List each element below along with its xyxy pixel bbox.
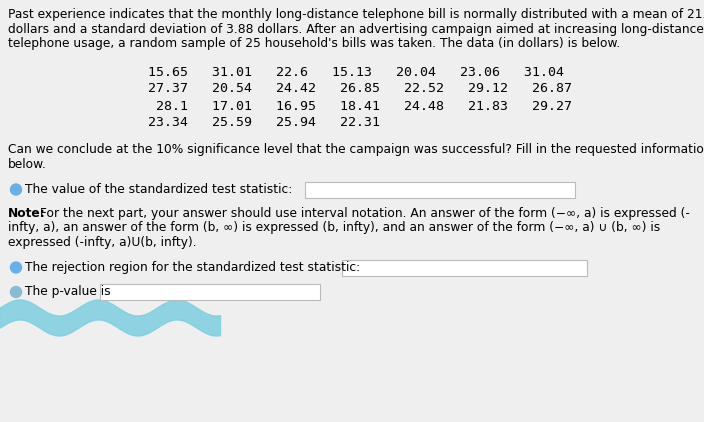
Circle shape bbox=[11, 184, 22, 195]
Circle shape bbox=[11, 287, 22, 298]
Text: Past experience indicates that the monthly long-distance telephone bill is norma: Past experience indicates that the month… bbox=[8, 8, 704, 21]
Text: telephone usage, a random sample of 25 household's bills was taken. The data (in: telephone usage, a random sample of 25 h… bbox=[8, 37, 620, 50]
Bar bbox=[305, 181, 575, 197]
Text: The p-value is: The p-value is bbox=[25, 285, 111, 298]
Text: dollars and a standard deviation of 3.88 dollars. After an advertising campaign : dollars and a standard deviation of 3.88… bbox=[8, 22, 704, 35]
Text: infty, a), an answer of the form (b, ∞) is expressed (b, infty), and an answer o: infty, a), an answer of the form (b, ∞) … bbox=[8, 222, 660, 235]
Text: For the next part, your answer should use interval notation. An answer of the fo: For the next part, your answer should us… bbox=[36, 207, 690, 220]
Text: 28.1   17.01   16.95   18.41   24.48   21.83   29.27: 28.1 17.01 16.95 18.41 24.48 21.83 29.27 bbox=[148, 100, 572, 113]
Text: 15.65   31.01   22.6   15.13   20.04   23.06   31.04: 15.65 31.01 22.6 15.13 20.04 23.06 31.04 bbox=[148, 65, 564, 78]
Text: Can we conclude at the 10% significance level that the campaign was successful? : Can we conclude at the 10% significance … bbox=[8, 143, 704, 157]
Text: The value of the standardized test statistic:: The value of the standardized test stati… bbox=[25, 182, 292, 195]
Bar bbox=[100, 284, 320, 300]
Text: The rejection region for the standardized test statistic:: The rejection region for the standardize… bbox=[25, 260, 360, 273]
Text: 27.37   20.54   24.42   26.85   22.52   29.12   26.87: 27.37 20.54 24.42 26.85 22.52 29.12 26.8… bbox=[148, 82, 572, 95]
Bar bbox=[342, 260, 587, 276]
Text: 23.34   25.59   25.94   22.31: 23.34 25.59 25.94 22.31 bbox=[148, 116, 380, 130]
Text: expressed (-infty, a)U(b, infty).: expressed (-infty, a)U(b, infty). bbox=[8, 236, 196, 249]
Circle shape bbox=[11, 262, 22, 273]
Text: below.: below. bbox=[8, 158, 47, 171]
Text: Note:: Note: bbox=[8, 207, 46, 220]
